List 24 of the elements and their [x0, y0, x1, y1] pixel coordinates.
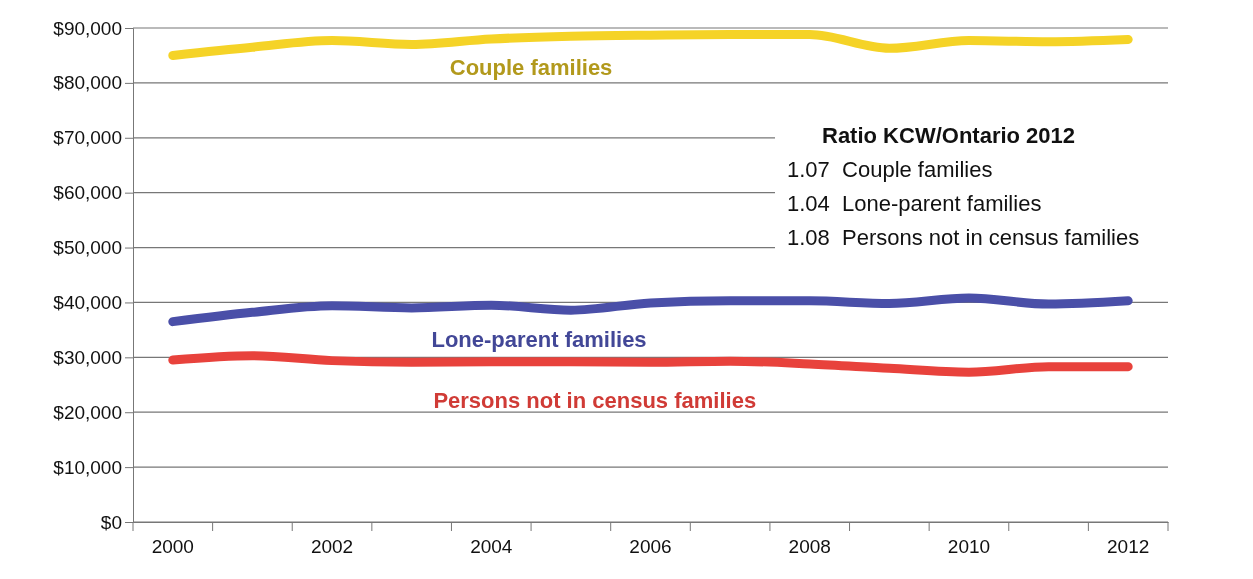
annotation: Ratio KCW/Ontario 2012: [822, 123, 1076, 149]
y-tick-label: $30,000: [53, 346, 122, 368]
y-tick-label: $60,000: [53, 182, 122, 204]
series-label: Couple families: [449, 54, 613, 80]
series-label: Persons not in census families: [433, 387, 757, 413]
y-tick-label: $20,000: [53, 401, 122, 423]
x-tick-label: 2012: [1107, 536, 1150, 558]
x-tick-label: 2002: [310, 536, 354, 558]
x-tick-label: 2000: [151, 536, 194, 558]
annotation: 1.08 Persons not in census families: [787, 225, 1140, 251]
x-tick-label: 2010: [947, 536, 991, 558]
y-tick-label: $80,000: [53, 72, 122, 94]
series-label: Lone-parent families: [431, 327, 647, 353]
annotation: 1.04 Lone-parent families: [787, 191, 1042, 217]
y-tick-label: $50,000: [53, 237, 122, 259]
annotation: 1.07 Couple families: [787, 157, 993, 183]
y-tick-label: $90,000: [53, 17, 122, 39]
x-tick-label: 2006: [629, 536, 672, 558]
x-tick-label: 2008: [788, 536, 831, 558]
y-tick-label: $10,000: [53, 456, 122, 478]
y-tick-label: $40,000: [53, 292, 122, 314]
y-tick-label: $0: [100, 511, 122, 533]
x-tick-label: 2004: [470, 536, 513, 558]
y-tick-label: $70,000: [53, 127, 122, 149]
